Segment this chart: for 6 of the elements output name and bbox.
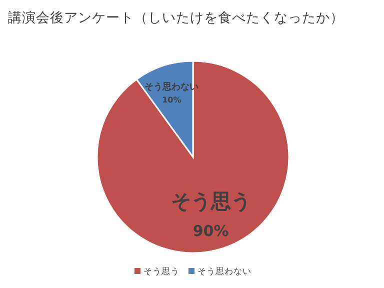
legend-label: そう思わない <box>198 266 252 277</box>
legend-label: そう思う <box>144 266 180 277</box>
slice-label: そう思う <box>170 188 251 213</box>
data-label: 10% <box>162 95 182 104</box>
data-label: 90% <box>192 222 229 240</box>
chart-title: 講演会後アンケート（しいたけを食べたくなったか） <box>8 10 344 26</box>
